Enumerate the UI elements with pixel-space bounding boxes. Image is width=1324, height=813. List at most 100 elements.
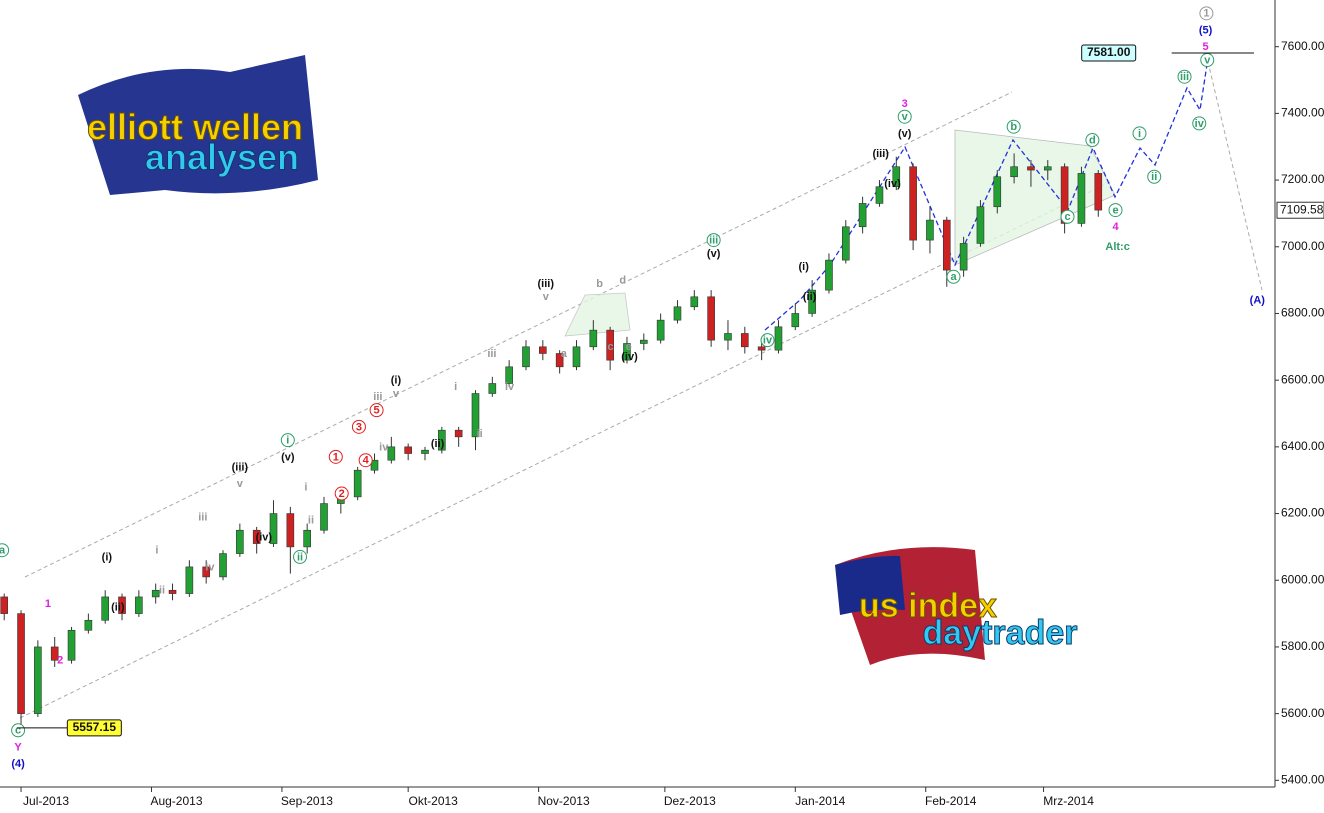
y-tick-label: 5600.00 xyxy=(1281,706,1324,720)
wave-label: v xyxy=(237,478,244,490)
candle-body xyxy=(404,446,412,454)
y-tick-label: 7400.00 xyxy=(1281,106,1324,120)
y-tick-label: 6200.00 xyxy=(1281,506,1324,520)
wave-label: 3 xyxy=(356,421,362,433)
logo-flag xyxy=(835,555,905,615)
wave-label: ii xyxy=(297,551,303,563)
wave-label: iii xyxy=(487,348,496,360)
wave-label: iv xyxy=(1195,118,1205,130)
wave-label: Alt:c xyxy=(1105,241,1129,253)
candle-body xyxy=(539,346,547,354)
label-circle xyxy=(706,233,721,248)
wave-label: iii xyxy=(373,391,382,403)
label-circle xyxy=(946,269,961,284)
label-circle xyxy=(369,403,384,418)
candle-body xyxy=(370,459,379,471)
wave-label: a xyxy=(0,545,6,557)
y-tick-label: 7600.00 xyxy=(1281,39,1324,53)
y-tick-label: 5400.00 xyxy=(1281,773,1324,787)
label-circle xyxy=(11,723,26,738)
wave-label: (4) xyxy=(11,758,25,770)
label-circle xyxy=(1060,209,1075,224)
label-circle xyxy=(760,333,775,348)
wave-label: 2 xyxy=(57,655,63,667)
candle-body xyxy=(185,566,194,594)
wave-label: d xyxy=(619,275,626,287)
candle-body xyxy=(151,589,160,598)
wave-label: (ii) xyxy=(803,291,817,303)
wave-label: i xyxy=(304,481,307,493)
label-circle xyxy=(334,486,349,501)
candle-body xyxy=(640,339,648,344)
candle-body xyxy=(438,429,446,451)
triangle-pattern xyxy=(564,292,631,337)
wave-label: 2 xyxy=(339,488,345,500)
candle-body xyxy=(841,226,850,261)
label-circle xyxy=(328,449,343,464)
candle-body xyxy=(1094,173,1103,211)
candle-body xyxy=(858,203,867,228)
label-circle xyxy=(1147,169,1162,184)
wave-label: (iv) xyxy=(256,531,273,543)
channel-upper xyxy=(24,91,1013,578)
wave-label: (i) xyxy=(102,551,113,563)
candle-body xyxy=(50,646,59,661)
candle-body xyxy=(320,503,328,531)
wave-label: v xyxy=(1204,54,1211,66)
y-tick-label: 7200.00 xyxy=(1281,172,1324,186)
candle-body xyxy=(623,343,631,361)
wave-label: 1 xyxy=(45,598,51,610)
candle-body xyxy=(1010,166,1018,178)
price-label: 5557.15 xyxy=(73,720,117,734)
logo-text: analysen xyxy=(145,137,299,178)
wave-label: (iv) xyxy=(621,351,638,363)
wave-label: iv xyxy=(505,381,515,393)
label-circle xyxy=(1108,203,1123,218)
x-tick-label: Nov-2013 xyxy=(538,794,590,808)
candle-body xyxy=(757,346,766,351)
label-circle xyxy=(293,549,308,564)
candle-body xyxy=(421,449,429,454)
wave-label: ii xyxy=(159,585,165,597)
candle-body xyxy=(118,596,126,614)
wave-label: (i) xyxy=(799,261,810,273)
wave-label: ii xyxy=(477,428,483,440)
wave-label: (v) xyxy=(898,128,912,140)
logo-flag xyxy=(78,55,318,195)
x-tick-label: Jul-2013 xyxy=(23,794,69,808)
wave-label: (ii) xyxy=(431,438,445,450)
wave-label: a xyxy=(561,348,568,360)
candle-body xyxy=(1027,166,1035,171)
wave-label: i xyxy=(454,381,457,393)
candle-body xyxy=(875,186,884,204)
candle-body xyxy=(1043,166,1052,171)
x-tick-label: Dez-2013 xyxy=(664,794,716,808)
candle-body xyxy=(454,429,463,438)
candle-body xyxy=(17,613,25,714)
candle-body xyxy=(942,219,951,271)
candle-body xyxy=(286,513,295,548)
logo-text: daytrader xyxy=(923,614,1078,652)
wave-label: a xyxy=(950,271,957,283)
candle-body xyxy=(236,529,244,554)
candle-body xyxy=(926,219,934,241)
logo-text: elliott wellen xyxy=(87,107,303,148)
candle-body xyxy=(252,529,261,544)
wave-label: e xyxy=(1112,204,1118,216)
wave-label: v xyxy=(393,388,400,400)
wave-label: (5) xyxy=(1199,24,1213,36)
wave-label: v xyxy=(902,111,909,123)
candle-body xyxy=(0,596,9,614)
wave-label: 5 xyxy=(1203,41,1209,53)
wave-label: iv xyxy=(379,441,389,453)
wave-label: (v) xyxy=(281,451,295,463)
wave-label: (i) xyxy=(391,375,402,387)
candle-body xyxy=(219,553,227,578)
label-circle xyxy=(1192,116,1207,131)
label-circle xyxy=(1085,133,1100,148)
x-tick-label: Mrz-2014 xyxy=(1043,794,1094,808)
label-circle xyxy=(897,109,912,124)
label-circle xyxy=(0,543,10,558)
candle-body xyxy=(202,566,210,578)
price-label: 7581.00 xyxy=(1087,45,1131,59)
